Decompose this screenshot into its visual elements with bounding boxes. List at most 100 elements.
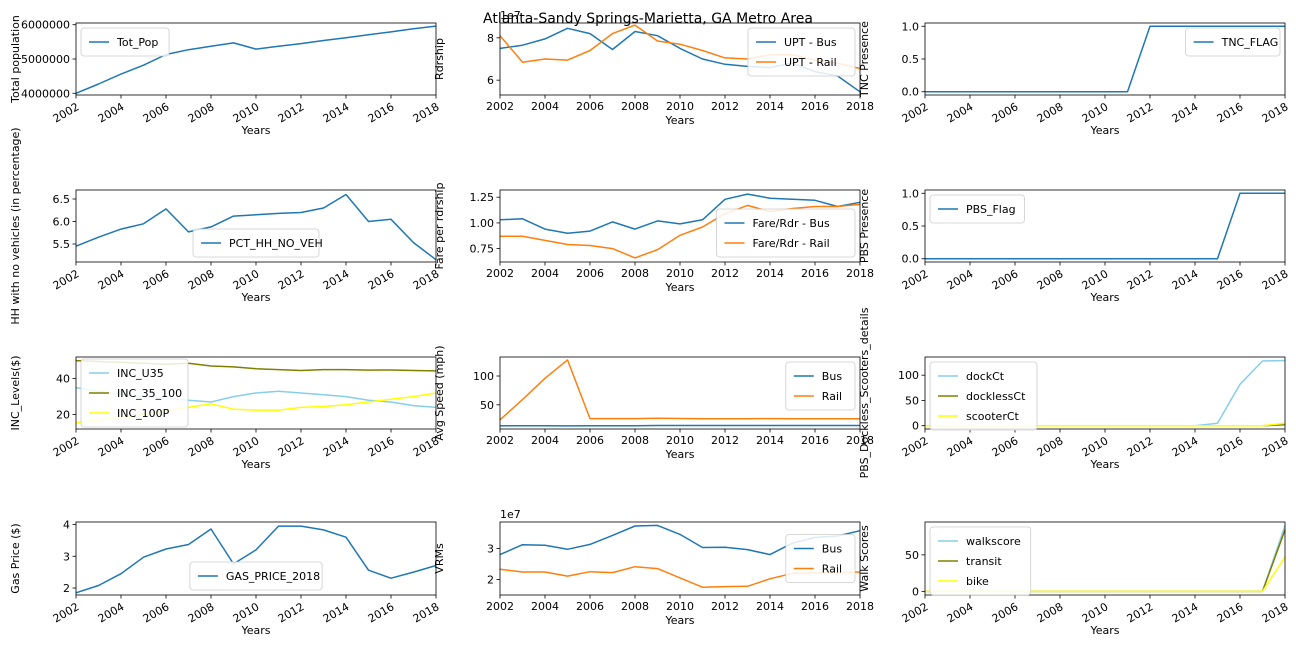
x-tick-label: 2006 xyxy=(990,434,1021,459)
legend-box xyxy=(785,534,856,583)
x-tick-label: 2014 xyxy=(1170,100,1201,125)
legend: PCT_HH_NO_VEH xyxy=(192,228,323,258)
y-axis-label: Walk Scores xyxy=(858,525,871,592)
subplot-p7: 2002 2004 2006 2008 2010 2012 2014 2016 20182040… xyxy=(9,355,442,471)
legend: walkscore transit bike xyxy=(929,526,1032,596)
x-tick-label: 2018 xyxy=(411,267,442,292)
y-tick-label: 1.0 xyxy=(902,187,920,200)
x-tick-label: 2006 xyxy=(576,100,604,113)
legend: INC_U35 INC_35_100 INC_100P xyxy=(80,358,189,428)
x-axis-label: Years xyxy=(240,624,270,637)
y-tick-label: 2 xyxy=(63,582,70,595)
x-tick-label: 2008 xyxy=(186,434,217,459)
x-tick-label: 2004 xyxy=(531,600,559,613)
series-line-PCT_HH_NO_VEH xyxy=(75,193,437,261)
x-tick-label: 2002 xyxy=(486,434,514,447)
x-tick-label: 2006 xyxy=(990,267,1021,292)
y-axis-label: TNC Presence xyxy=(858,21,871,98)
legend-label: INC_U35 xyxy=(117,367,164,380)
y-tick-label: 2 xyxy=(487,573,494,586)
x-axis-label: Years xyxy=(1089,624,1119,637)
x-tick-label: 2018 xyxy=(846,600,874,613)
x-tick-label: 2004 xyxy=(96,100,127,125)
x-tick-label: 2006 xyxy=(576,267,604,280)
x-tick-label: 2016 xyxy=(366,434,397,459)
x-tick-label: 2016 xyxy=(801,600,829,613)
subplot-p4: 2002 2004 2006 2008 2010 2012 2014 2016 2018 5.5 6… xyxy=(9,127,442,324)
legend-label: UPT - Bus xyxy=(784,36,837,49)
x-tick-label: 2010 xyxy=(1080,600,1111,625)
legend: dockCt docklessCt scooterCt xyxy=(929,361,1038,431)
legend-label: INC_100P xyxy=(117,407,170,420)
x-tick-label: 2002 xyxy=(900,100,931,125)
y-tick-label: 6.5 xyxy=(53,193,71,206)
legend-label: transit xyxy=(966,555,1002,568)
legend-box xyxy=(80,27,170,57)
x-tick-label: 2012 xyxy=(711,600,739,613)
x-tick-label: 2018 xyxy=(846,434,874,447)
x-tick-label: 2012 xyxy=(1125,600,1156,625)
legend-label: scooterCt xyxy=(966,410,1020,423)
x-tick-label: 2016 xyxy=(1215,267,1246,292)
x-tick-label: 2008 xyxy=(621,100,649,113)
y-tick-label: 50 xyxy=(480,399,494,412)
y-tick-label: 1.0 xyxy=(902,20,920,33)
x-tick-label: 2016 xyxy=(1215,600,1246,625)
x-tick-label: 2004 xyxy=(945,100,976,125)
x-tick-label: 2002 xyxy=(51,434,82,459)
y-tick-label: 1.00 xyxy=(470,217,495,230)
subplot-p5: 2002 2004 2006 2008 2010 2012 2014 2016 2018 0.75… xyxy=(433,183,874,294)
legend-label: UPT - Rail xyxy=(784,56,837,69)
y-axis-label: Gas Price ($) xyxy=(9,523,22,593)
x-tick-label: 2002 xyxy=(486,600,514,613)
legend: Bus Rail xyxy=(785,361,856,411)
x-tick-label: 2014 xyxy=(1170,434,1201,459)
axis-exponent: 1e7 xyxy=(500,9,521,22)
subplot-p6: 2002 2004 2006 2008 2010 2012 2014 2016 2018 0.0 0… xyxy=(858,187,1291,304)
x-tick-label: 2002 xyxy=(486,100,514,113)
subplot-p10: 2002 2004 2006 2008 2010 2012 2014 2016 2018 2 3 4 Y… xyxy=(9,519,442,637)
legend: PBS_Flag xyxy=(929,194,1025,224)
x-tick-label: 2004 xyxy=(945,267,976,292)
y-tick-label: 5.5 xyxy=(53,238,71,251)
legend-box xyxy=(747,27,856,77)
legend-label: Bus xyxy=(822,543,843,556)
x-tick-label: 2014 xyxy=(321,434,352,459)
legend-label: PBS_Flag xyxy=(966,203,1016,216)
x-tick-label: 2012 xyxy=(711,267,739,280)
x-tick-label: 2014 xyxy=(756,600,784,613)
y-tick-label: 40 xyxy=(56,373,70,386)
y-tick-label: 100 xyxy=(473,370,494,383)
y-tick-label: 0.75 xyxy=(470,243,495,256)
y-tick-label: 0.0 xyxy=(902,253,920,266)
x-tick-label: 2006 xyxy=(990,100,1021,125)
x-tick-label: 2010 xyxy=(1080,100,1111,125)
x-tick-label: 2016 xyxy=(801,100,829,113)
subplot-p2: 2002 2004 2006 2008 2010 2012 2014 2016 2018 6 8 1e… xyxy=(433,9,874,127)
legend: TNC_FLAG xyxy=(1185,27,1281,57)
y-axis-label: Rdrship xyxy=(433,38,446,80)
x-tick-label: 2010 xyxy=(666,434,694,447)
x-tick-label: 2014 xyxy=(321,267,352,292)
y-tick-label: 4 xyxy=(63,519,70,532)
x-axis-label: Years xyxy=(1089,291,1119,304)
y-tick-label: 50 xyxy=(905,549,919,562)
x-tick-label: 2016 xyxy=(366,600,397,625)
y-tick-label: 5000000 xyxy=(21,53,70,66)
y-axis-label: Fare per rdrship xyxy=(433,183,446,270)
y-tick-label: 3 xyxy=(487,542,494,555)
x-tick-label: 2002 xyxy=(486,267,514,280)
legend-box xyxy=(189,561,323,591)
y-tick-label: 8 xyxy=(487,32,494,45)
y-tick-label: 20 xyxy=(56,409,70,422)
series-line-PBS_Flag xyxy=(925,192,1285,260)
x-tick-label: 2002 xyxy=(51,267,82,292)
series-line-Tot_Pop xyxy=(75,25,437,94)
x-tick-label: 2004 xyxy=(96,600,127,625)
y-tick-label: 100 xyxy=(898,369,919,382)
legend-label: Tot_Pop xyxy=(116,36,158,49)
legend-label: dockCt xyxy=(966,370,1005,383)
x-tick-label: 2016 xyxy=(1215,434,1246,459)
x-tick-label: 2006 xyxy=(141,267,172,292)
